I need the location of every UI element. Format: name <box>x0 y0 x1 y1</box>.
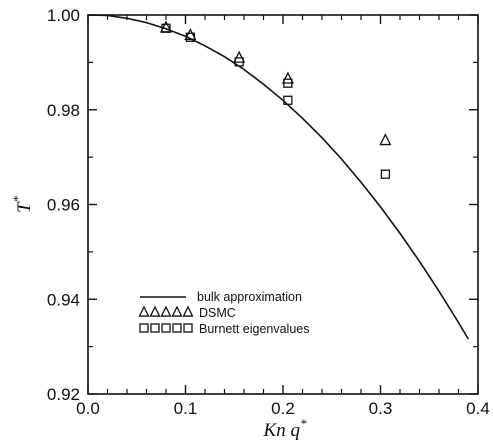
plot-frame <box>87 14 479 395</box>
axis-ticks <box>87 14 479 395</box>
plot-frame <box>87 14 479 395</box>
burnett-point <box>283 78 293 88</box>
legend-label-bulk: bulk approximation <box>197 290 302 304</box>
legend-square-swatch <box>139 323 149 333</box>
legend-triangle-swatch <box>138 305 150 317</box>
x-tick-label: 0.2 <box>271 399 295 418</box>
y-axis-title-superscript: * <box>10 195 25 202</box>
y-tick-label: 0.94 <box>47 290 80 309</box>
x-tick-label: 0.3 <box>369 399 393 418</box>
legend-square-swatch <box>172 323 182 333</box>
data-series <box>87 14 469 340</box>
legend-square-swatch <box>150 323 160 333</box>
legend: bulk approximation DSMC Burnett eigenvalue… <box>138 290 310 336</box>
y-tick-label: 0.98 <box>47 101 80 120</box>
y-tick-label: 1.00 <box>47 6 80 25</box>
axis-titles: Kn q* T* <box>10 195 307 441</box>
x-tick-label: 0.4 <box>466 399 490 418</box>
burnett-point <box>380 169 391 179</box>
legend-label-burnett: Burnett eigenvalues <box>199 322 310 336</box>
legend-triangle-swatch <box>182 305 194 317</box>
dsmc-point <box>379 133 392 146</box>
y-tick-label: 0.92 <box>47 385 80 404</box>
tick-labels: 0.0 0.1 0.2 0.3 0.4 0.92 0.94 0.96 0.98 1.00 <box>47 6 490 418</box>
bulk-approximation-line <box>87 14 469 340</box>
y-axis-title: T* <box>10 195 35 213</box>
legend-square-swatch <box>183 323 193 333</box>
x-tick-label: 0.1 <box>174 399 198 418</box>
burnett-point <box>161 23 171 33</box>
x-axis-title: Kn q* <box>263 416 307 441</box>
legend-triangle-swatch <box>171 305 183 317</box>
dsmc-point <box>184 27 197 41</box>
dsmc-point <box>281 71 294 84</box>
y-tick-label: 0.96 <box>47 196 80 215</box>
burnett-point <box>185 32 196 42</box>
legend-triangle-swatch <box>160 305 172 317</box>
legend-square-swatch <box>161 323 171 333</box>
burnett-point <box>234 57 244 67</box>
x-axis-title-superscript: * <box>300 416 307 431</box>
x-tick-label: 0.0 <box>76 399 100 418</box>
legend-label-dsmc: DSMC <box>199 306 236 320</box>
dsmc-point <box>233 50 246 63</box>
burnett-point <box>283 95 293 105</box>
legend-triangle-swatch <box>149 305 161 317</box>
